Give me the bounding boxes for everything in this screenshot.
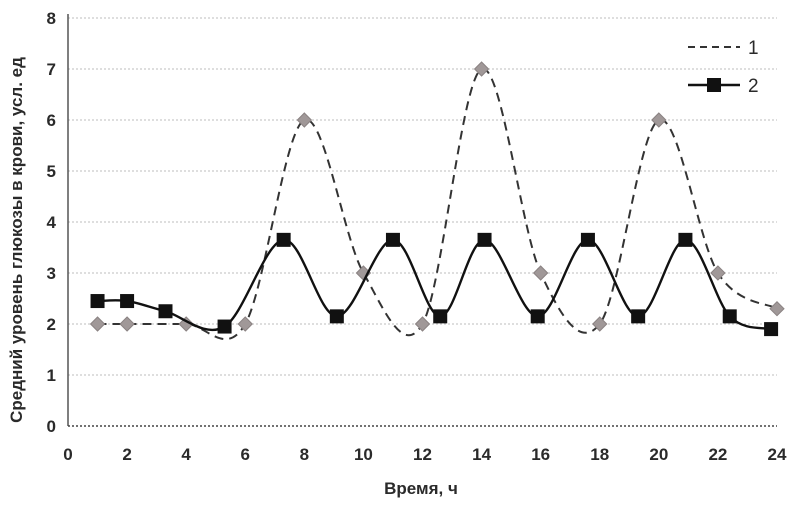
data-point-2 xyxy=(276,232,291,247)
data-point-1 xyxy=(89,316,106,332)
data-point-2 xyxy=(433,309,448,324)
y-tick-label: 0 xyxy=(47,417,56,436)
data-point-1 xyxy=(532,265,549,281)
data-point-1 xyxy=(592,316,608,332)
data-point-2 xyxy=(90,294,105,309)
series-line-1 xyxy=(97,67,778,340)
legend-item-1: 1 xyxy=(688,38,759,59)
y-tick-label: 6 xyxy=(47,111,56,130)
data-point-1 xyxy=(710,265,726,281)
x-tick-label: 16 xyxy=(531,445,550,464)
legend-item-2: 2 xyxy=(688,76,759,97)
x-axis-title: Время, ч xyxy=(384,479,458,498)
data-point-2 xyxy=(477,232,492,247)
data-point-2 xyxy=(722,309,737,324)
data-point-2 xyxy=(580,232,595,247)
legend-label-1: 1 xyxy=(748,38,759,59)
legend-label-2: 2 xyxy=(748,76,759,97)
y-axis-title: Средний уровень глюкозы в крови, усл. ед xyxy=(7,57,26,423)
y-tick-label: 4 xyxy=(47,213,57,232)
y-tick-label: 7 xyxy=(47,60,56,79)
data-point-2 xyxy=(764,322,779,337)
series-2 xyxy=(90,232,779,337)
x-tick-label: 12 xyxy=(413,445,432,464)
x-tick-label: 2 xyxy=(122,445,131,464)
x-tick-label: 0 xyxy=(63,445,72,464)
data-point-2 xyxy=(631,309,646,324)
legend: 12 xyxy=(688,38,759,97)
data-point-2 xyxy=(678,232,693,247)
x-tick-label: 4 xyxy=(181,445,191,464)
data-point-1 xyxy=(651,112,667,128)
y-tick-label: 2 xyxy=(47,315,56,334)
series-group xyxy=(89,61,785,340)
data-point-1 xyxy=(414,316,431,332)
data-point-2 xyxy=(120,294,135,309)
x-tick-label: 14 xyxy=(472,445,491,464)
y-tick-label: 5 xyxy=(47,162,56,181)
legend-marker-2 xyxy=(707,78,721,92)
data-point-1 xyxy=(769,300,785,317)
series-1 xyxy=(89,61,785,340)
data-point-2 xyxy=(158,304,173,319)
x-tick-label: 22 xyxy=(708,445,727,464)
data-point-1 xyxy=(119,316,135,332)
x-tick-label: 8 xyxy=(300,445,309,464)
data-point-2 xyxy=(217,319,232,334)
data-point-1 xyxy=(296,112,313,128)
y-tick-label: 8 xyxy=(47,9,56,28)
x-tick-label: 10 xyxy=(354,445,373,464)
data-point-2 xyxy=(530,309,545,324)
x-tick-label: 18 xyxy=(590,445,609,464)
data-point-2 xyxy=(385,232,400,247)
y-tick-label: 3 xyxy=(47,264,56,283)
x-tick-label: 20 xyxy=(649,445,668,464)
data-point-1 xyxy=(473,61,490,77)
data-point-2 xyxy=(329,309,344,324)
x-tick-label: 24 xyxy=(768,445,787,464)
data-point-1 xyxy=(237,316,253,332)
x-tick-label: 6 xyxy=(241,445,250,464)
y-tick-label: 1 xyxy=(47,366,56,385)
